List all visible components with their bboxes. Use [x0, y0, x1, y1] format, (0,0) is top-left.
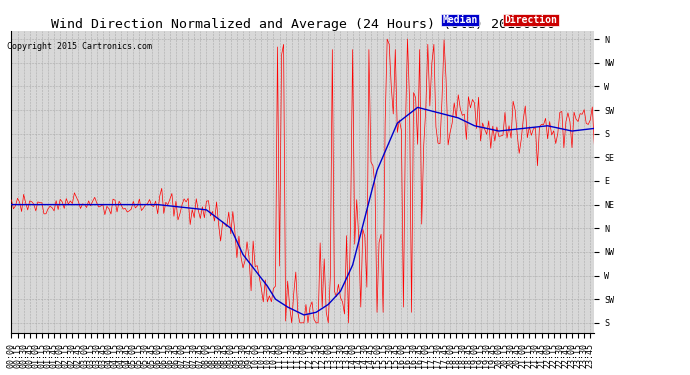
- Text: Median: Median: [442, 15, 477, 25]
- Text: Direction: Direction: [504, 15, 558, 25]
- Text: Copyright 2015 Cartronics.com: Copyright 2015 Cartronics.com: [7, 42, 152, 51]
- Title: Wind Direction Normalized and Average (24 Hours) (Old) 20150830: Wind Direction Normalized and Average (2…: [51, 18, 555, 31]
